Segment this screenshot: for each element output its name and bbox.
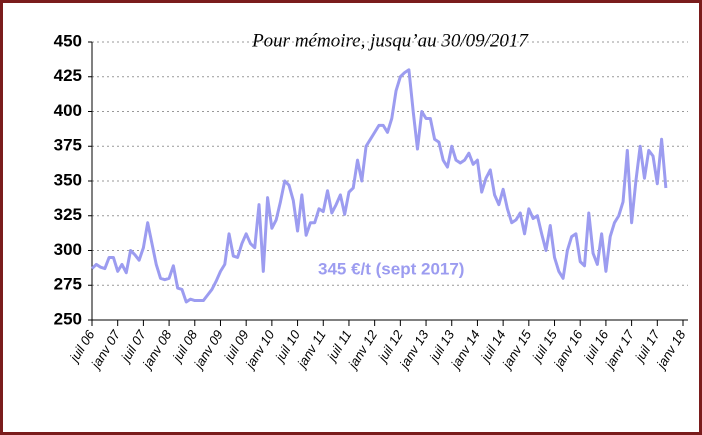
- y-tick-label: 300: [54, 240, 82, 259]
- y-tick-label: 425: [54, 66, 82, 85]
- annotation: 345 €/t (sept 2017): [318, 259, 464, 278]
- y-tick-label: 400: [54, 101, 82, 120]
- y-tick-label: 375: [54, 136, 82, 155]
- y-tick-label: 275: [54, 275, 82, 294]
- line: [90, 68, 668, 304]
- annotation: Pour mémoire, jusqu’au 30/09/2017: [251, 30, 529, 51]
- y-tick-label: 350: [54, 170, 82, 189]
- y-tick-label: 450: [54, 31, 82, 50]
- y-tick-label: 325: [54, 205, 82, 224]
- y-tick-label: 250: [54, 309, 82, 328]
